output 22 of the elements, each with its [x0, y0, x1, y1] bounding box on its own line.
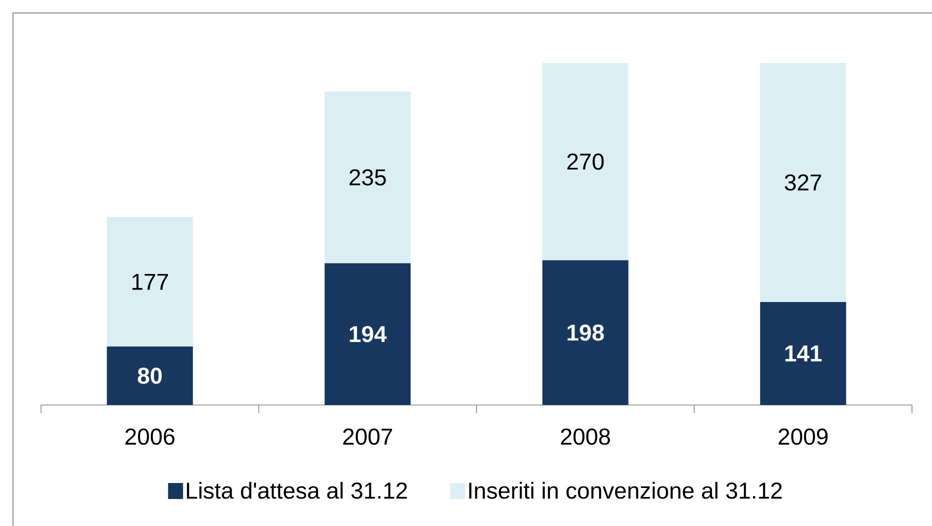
bar [760, 302, 846, 405]
legend-label: Inseriti in convenzione al 31.12 [469, 482, 782, 499]
data-label: 327 [784, 174, 822, 191]
x-tick-label: 2007 [343, 428, 392, 445]
data-label: 235 [350, 169, 386, 186]
bar [542, 62, 628, 260]
data-label: 270 [567, 154, 604, 170]
bar [760, 62, 846, 302]
data-label: 177 [132, 274, 168, 290]
data-label: 80 [138, 368, 162, 384]
data-label: 141 [785, 346, 822, 362]
bar [106, 346, 193, 405]
x-tick-label: 2008 [560, 428, 610, 445]
bar [324, 91, 411, 264]
bar [106, 217, 193, 347]
data-label: 198 [568, 324, 604, 341]
bar [542, 260, 628, 405]
data-label: 194 [350, 326, 387, 342]
x-tick-label: 2006 [125, 428, 174, 445]
bar [324, 263, 411, 405]
x-tick-label: 2009 [778, 428, 828, 445]
legend-label: Lista d'attesa al 31.12 [186, 482, 407, 499]
